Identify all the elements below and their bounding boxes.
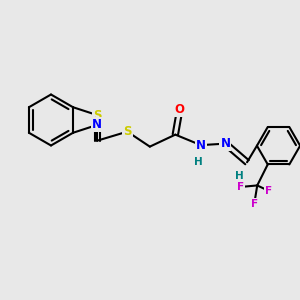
Text: F: F [251,199,258,209]
Text: N: N [92,118,102,131]
Text: F: F [265,186,272,196]
Text: N: N [220,137,230,150]
Text: S: S [93,109,102,122]
Text: S: S [123,125,132,138]
Text: H: H [194,157,203,166]
Text: N: N [196,139,206,152]
Text: H: H [235,171,244,181]
Text: F: F [237,182,244,192]
Text: O: O [175,103,185,116]
